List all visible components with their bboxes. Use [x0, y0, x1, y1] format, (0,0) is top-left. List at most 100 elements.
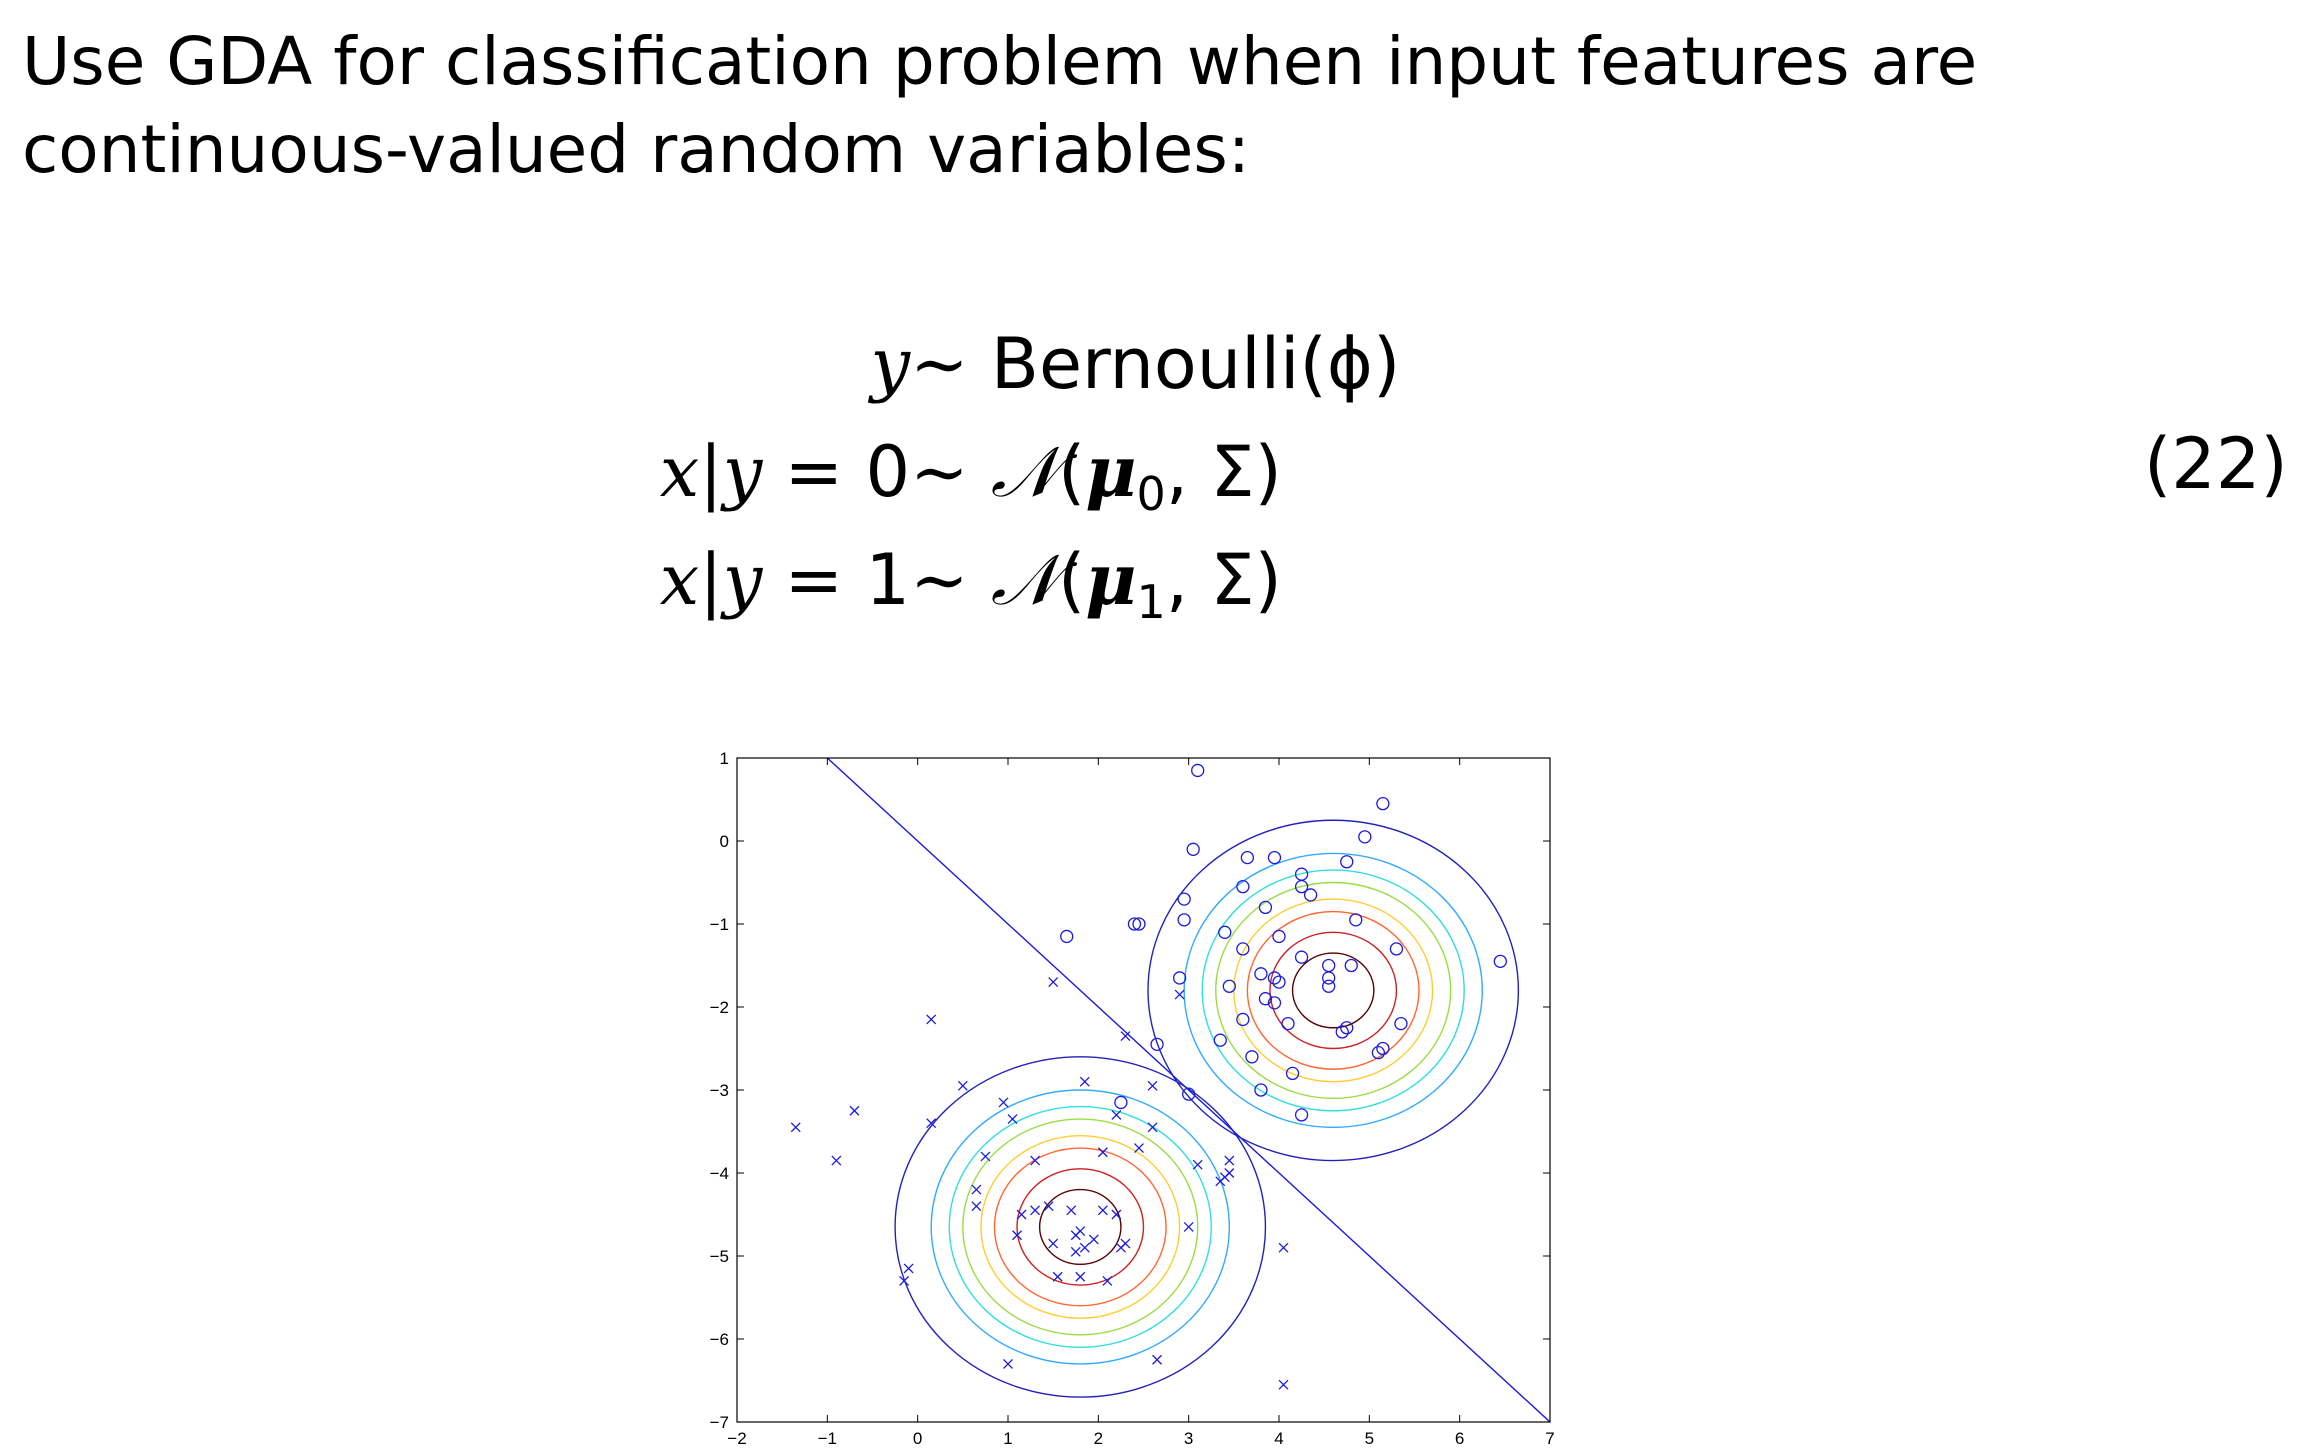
- cross-point: [926, 1014, 937, 1025]
- cross-point: [1075, 1226, 1086, 1237]
- cross-stroke: [1120, 1031, 1131, 1042]
- cross-stroke: [1278, 1242, 1289, 1253]
- circle-point: [1303, 888, 1318, 902]
- x-tick-label: 2: [1094, 1429, 1103, 1448]
- cross-stroke: [957, 1080, 968, 1091]
- cross-point: [1012, 1230, 1022, 1241]
- cross-point: [1147, 1122, 1158, 1133]
- circle-point: [1258, 900, 1273, 915]
- cross-point: [1088, 1234, 1099, 1245]
- cross-stroke: [1120, 1238, 1131, 1249]
- circle-point: [1191, 763, 1205, 778]
- plot-area: [790, 758, 1550, 1422]
- circle-point: [1213, 1033, 1227, 1047]
- cross-point: [1007, 1114, 1018, 1125]
- contour-ring: [1201, 869, 1465, 1112]
- cross-point: [1079, 1242, 1090, 1253]
- cross-point: [971, 1201, 982, 1212]
- circle-point: [1245, 1050, 1259, 1064]
- contour-ring: [1147, 819, 1520, 1162]
- x-tick-label: 6: [1455, 1429, 1464, 1448]
- cross-stroke: [1043, 1201, 1054, 1212]
- plot-frame: [736, 757, 1551, 1423]
- y-tick-label: 0: [720, 832, 729, 851]
- equation-rhs: ∼ Bernoulli(ϕ): [910, 323, 1401, 405]
- cross-point: [1215, 1176, 1226, 1187]
- cross-point: [831, 1155, 842, 1166]
- cross-point: [1052, 1271, 1063, 1282]
- cross-point: [1111, 1109, 1122, 1120]
- contour-ring: [980, 1134, 1181, 1319]
- cross-point: [926, 1118, 937, 1129]
- cross-point: [1147, 1080, 1158, 1091]
- cross-point: [1102, 1275, 1113, 1286]
- equation-rhs: ∼ 𝒩(μ0, Σ): [910, 430, 1282, 521]
- circle-point: [1218, 925, 1232, 939]
- cross-stroke: [1030, 1155, 1041, 1166]
- cross-stroke: [1066, 1205, 1077, 1216]
- circle-point: [1322, 979, 1336, 993]
- contour-ring: [1016, 1168, 1145, 1286]
- y-tick-label: −2: [710, 998, 729, 1017]
- circle-point: [1272, 975, 1286, 989]
- circle-point: [1358, 830, 1372, 844]
- cross-point: [899, 1275, 910, 1286]
- circle-point: [1236, 942, 1250, 956]
- circle-point: [1177, 892, 1191, 906]
- circle-point: [1322, 971, 1336, 985]
- circle-point: [1349, 913, 1363, 927]
- cross-point: [1224, 1155, 1235, 1166]
- cross-point: [1224, 1168, 1235, 1178]
- cross-point: [1070, 1246, 1081, 1257]
- cross-stroke: [1070, 1246, 1081, 1257]
- cross-stroke: [903, 1263, 914, 1274]
- circle-point: [1340, 1021, 1354, 1035]
- y-tick-label: −1: [710, 915, 729, 934]
- circle-point: [1389, 942, 1404, 956]
- x-tick-label: 0: [913, 1429, 922, 1448]
- cross-stroke: [1134, 1143, 1144, 1154]
- cross-stroke: [1048, 1238, 1059, 1249]
- cross-stroke: [849, 1105, 860, 1116]
- cross-stroke: [1183, 1221, 1194, 1232]
- equation-block: y ∼ Bernoulli(ϕ) x|y = 0 ∼ 𝒩(μ0, Σ) x|y …: [660, 310, 1500, 634]
- contour-ring: [1291, 952, 1375, 1029]
- circle-point: [1254, 1083, 1268, 1097]
- equation-lhs: y: [870, 323, 910, 405]
- cross-point: [1097, 1205, 1108, 1216]
- circle-point: [1267, 971, 1282, 985]
- equation-row-y: y ∼ Bernoulli(ϕ): [800, 310, 1500, 418]
- contour-ring: [1246, 910, 1420, 1070]
- equation-row-x-given-y1: x|y = 1 ∼ 𝒩(μ1, Σ): [660, 526, 1500, 634]
- cross-point: [790, 1122, 801, 1133]
- circle-point: [1240, 850, 1255, 865]
- cross-stroke: [1224, 1168, 1235, 1178]
- cross-stroke: [1030, 1205, 1041, 1216]
- cross-point: [849, 1105, 860, 1116]
- contour-ring: [1269, 931, 1398, 1050]
- circle-point: [1186, 842, 1200, 856]
- circle-point: [1294, 950, 1309, 964]
- cross-stroke: [926, 1118, 937, 1129]
- contour-ring: [1215, 881, 1452, 1100]
- cross-point: [1134, 1143, 1144, 1154]
- circle-point: [1272, 929, 1286, 944]
- cross-stroke: [1147, 1080, 1158, 1091]
- cross-stroke: [1012, 1230, 1022, 1241]
- circle-point: [1294, 879, 1309, 894]
- cross-stroke: [831, 1155, 842, 1166]
- equation-lhs: x|y = 1: [659, 539, 910, 621]
- circle-point: [1236, 879, 1250, 894]
- decision-boundary-line: [826, 758, 1550, 1422]
- cross-point: [1183, 1221, 1194, 1232]
- circle-point: [1150, 1037, 1164, 1052]
- cross-stroke: [971, 1201, 982, 1212]
- cross-stroke: [1016, 1209, 1027, 1220]
- x-tick-label: 4: [1274, 1429, 1283, 1448]
- cross-stroke: [1174, 989, 1185, 1000]
- circle-point: [1127, 917, 1142, 931]
- circle-point: [1281, 1016, 1295, 1031]
- cross-stroke: [1052, 1271, 1063, 1282]
- cross-point: [903, 1263, 914, 1274]
- y-tick-label: −4: [710, 1164, 729, 1183]
